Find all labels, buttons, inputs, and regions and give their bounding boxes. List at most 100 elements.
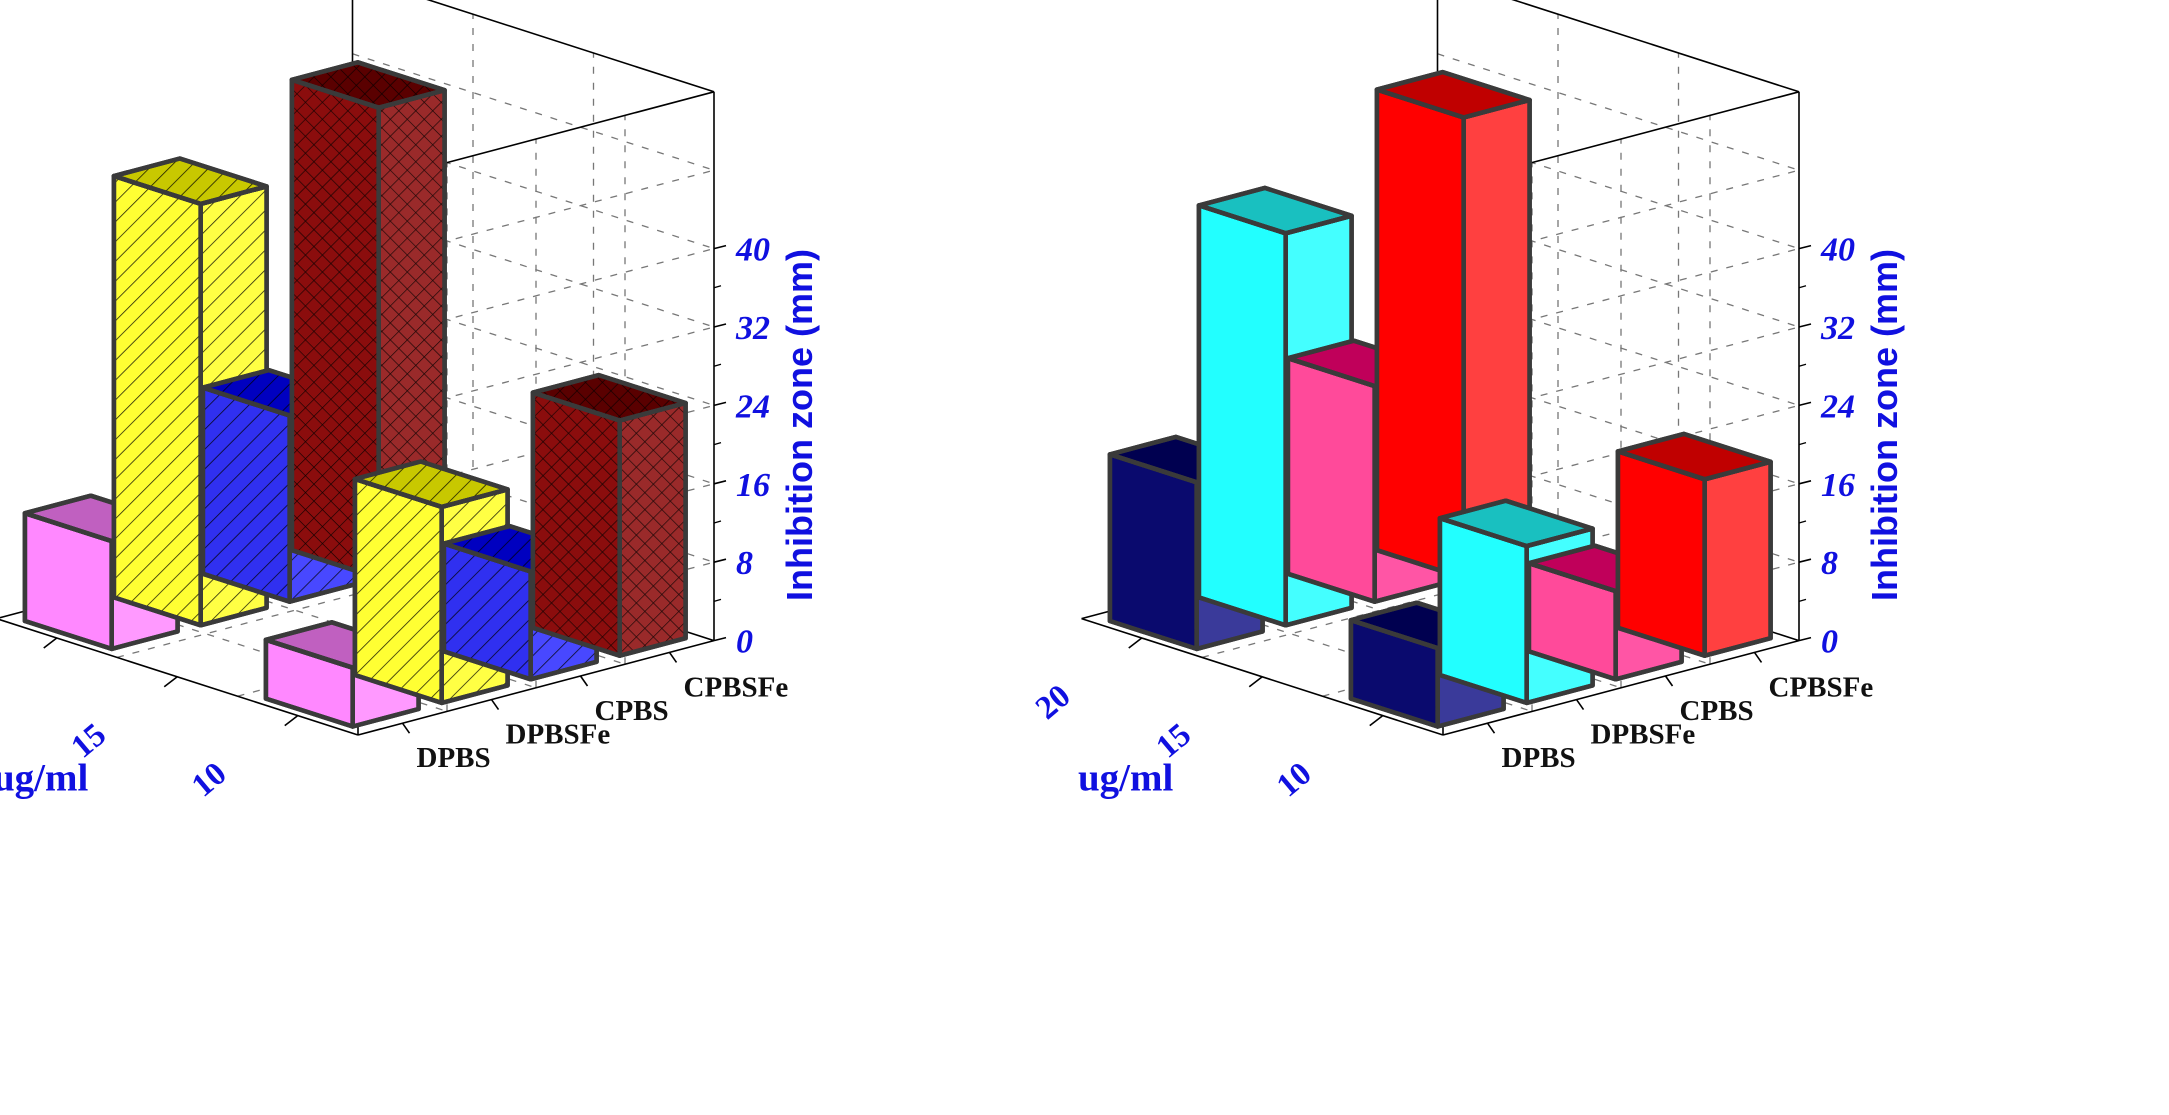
x-tick-mark xyxy=(43,637,58,649)
z-tick-mark xyxy=(1798,244,1812,250)
category-label: DPBS xyxy=(417,742,491,774)
gridline-z xyxy=(352,131,717,344)
bar-face-left-pattern xyxy=(443,543,531,680)
z-minor-tick xyxy=(713,363,722,367)
z-minor-tick xyxy=(713,285,722,289)
gridline-z xyxy=(352,53,717,266)
category-label: CPBS xyxy=(1680,695,1754,727)
y-tick-mark xyxy=(1664,675,1674,687)
x-axis-label: ug/ml xyxy=(1078,757,1174,800)
y-tick-mark xyxy=(579,675,589,687)
z-tick-mark xyxy=(1798,636,1812,642)
bar-face-left-pattern xyxy=(113,176,201,626)
bar-cpbsfe xyxy=(289,60,447,581)
bar-cpbsfe xyxy=(1615,431,1773,658)
y-tick-mark xyxy=(668,651,678,663)
z-tick-label: 0 xyxy=(1821,624,1838,661)
category-label: DPBSFe xyxy=(506,719,611,751)
x-tick-mark xyxy=(1128,637,1143,649)
z-tick-mark xyxy=(713,480,727,485)
bar-outline xyxy=(1615,431,1773,482)
z-tick-label: 40 xyxy=(1820,232,1855,269)
y-tick-mark xyxy=(490,699,500,711)
x-tick-mark xyxy=(1369,714,1384,727)
z-tick-mark xyxy=(713,323,727,328)
bar-outline xyxy=(111,156,269,207)
bar-outline xyxy=(1374,69,1532,120)
x-tick-label: 20 xyxy=(1029,678,1077,727)
category-label: CPBSFe xyxy=(684,671,789,703)
z-tick-label: 32 xyxy=(1820,310,1855,347)
gridline-z xyxy=(352,288,717,501)
x-tick-label: 10 xyxy=(1270,756,1318,805)
z-minor-tick xyxy=(1798,363,1807,367)
bar-face-top-pattern xyxy=(113,158,267,204)
bar-face-right xyxy=(1702,459,1773,658)
bar-face-top-pattern xyxy=(354,461,508,507)
bar-face-left-pattern xyxy=(532,392,620,656)
gridline-z xyxy=(1437,288,1802,501)
z-axis-ticks: 0 8 16 24 32 40 xyxy=(713,232,770,661)
bar-face-left xyxy=(1437,515,1529,706)
z-minor-tick xyxy=(1798,598,1807,603)
y-tick-mark xyxy=(401,722,411,734)
bars xyxy=(22,60,688,729)
z-minor-tick xyxy=(713,520,722,524)
bar-face-left xyxy=(1196,203,1288,628)
x-tick-mark xyxy=(1248,676,1263,688)
bar-outline xyxy=(289,60,447,110)
category-label: DPBSFe xyxy=(1591,719,1696,751)
z-tick-mark xyxy=(1798,401,1812,407)
z-tick-mark xyxy=(713,636,727,642)
bar-cpbsfe xyxy=(530,372,688,658)
bar-outline xyxy=(1196,185,1354,236)
z-axis-label: Inhibition zone (mm) xyxy=(1864,249,1905,601)
y-tick-mark xyxy=(1486,722,1496,734)
z-tick-mark xyxy=(1798,480,1812,485)
bar-face-left-pattern xyxy=(202,387,290,602)
z-tick-label: 32 xyxy=(735,310,770,347)
bar-face-left xyxy=(1107,452,1199,652)
gridline-z xyxy=(1437,53,1802,266)
z-tick-mark xyxy=(1798,323,1812,328)
category-label: DPBS xyxy=(1502,742,1576,774)
z-tick-label: 16 xyxy=(1821,467,1855,504)
gridline-z xyxy=(1437,131,1802,344)
z-tick-label: 0 xyxy=(736,624,753,661)
z-minor-tick xyxy=(1798,441,1807,446)
x-tick-label: 10 xyxy=(185,756,233,805)
z-tick-mark xyxy=(713,401,727,407)
x-tick-mark xyxy=(163,676,178,688)
z-tick-label: 8 xyxy=(736,545,753,582)
z-axis-label: Inhibition zone (mm) xyxy=(779,249,820,601)
axis-line xyxy=(1442,639,1800,736)
bar-face-right-pattern xyxy=(378,90,445,579)
gridline-z xyxy=(352,209,717,423)
category-label: CPBS xyxy=(595,695,669,727)
z-tick-label: 24 xyxy=(1820,388,1855,425)
z-tick-label: 24 xyxy=(735,388,770,425)
bar-face-left xyxy=(1374,87,1466,581)
z-tick-label: 16 xyxy=(736,467,770,504)
bar-face-left-pattern xyxy=(354,479,442,703)
bar-face-left xyxy=(1285,355,1377,604)
bars xyxy=(1107,69,1773,729)
gridline-z xyxy=(1437,209,1802,423)
z-tick-mark xyxy=(713,244,727,250)
bar-face-top-pattern xyxy=(291,62,445,108)
axis-line xyxy=(426,0,715,93)
z-tick-mark xyxy=(1798,558,1812,563)
z-tick-label: 8 xyxy=(1821,545,1838,582)
y-tick-mark xyxy=(1575,699,1585,711)
z-minor-tick xyxy=(713,598,722,603)
category-label: CPBSFe xyxy=(1769,671,1874,703)
bar-outline xyxy=(530,372,688,423)
z-minor-tick xyxy=(713,441,722,446)
axis-line xyxy=(1511,0,1800,93)
bar-outline xyxy=(352,459,510,510)
